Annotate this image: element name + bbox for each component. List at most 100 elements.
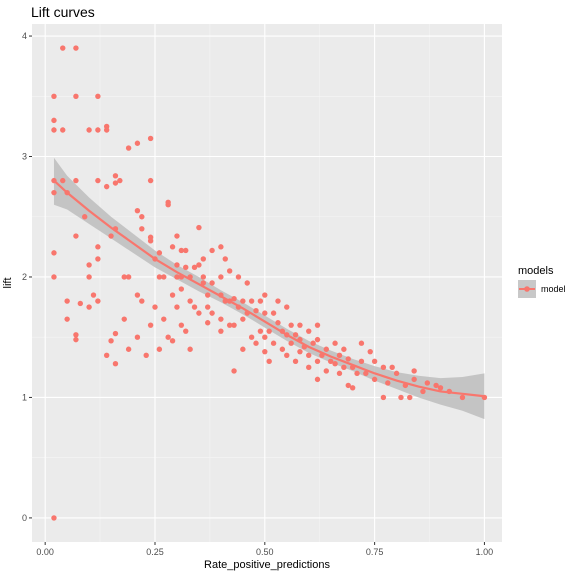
data-point [275, 320, 281, 326]
data-point [284, 304, 290, 310]
data-point [275, 298, 281, 304]
smooth-line [53, 179, 485, 398]
data-point [183, 328, 189, 334]
data-point [437, 385, 444, 391]
data-point [103, 352, 110, 358]
data-point [248, 334, 255, 340]
data-point [341, 346, 347, 352]
x-tick-label: 0.00 [36, 547, 54, 557]
data-point [358, 340, 365, 346]
data-point [262, 334, 268, 340]
data-point [253, 308, 259, 314]
data-point [358, 358, 365, 365]
y-tick-label: 3 [22, 152, 27, 162]
legend-title: models [518, 265, 554, 277]
y-tick-label: 4 [22, 31, 27, 41]
data-point [310, 340, 316, 346]
data-point [183, 247, 189, 254]
data-point [77, 300, 84, 307]
data-point [187, 346, 193, 352]
data-point [95, 127, 101, 133]
data-point [200, 256, 207, 262]
x-axis-label: Rate_positive_predictions [204, 559, 330, 571]
data-point [112, 180, 119, 186]
data-point [314, 376, 321, 383]
data-point [314, 336, 321, 343]
data-point [345, 382, 351, 389]
data-point [345, 356, 351, 362]
data-point [209, 247, 215, 254]
data-point [139, 214, 145, 220]
legend-key-point [524, 286, 530, 292]
data-point [169, 292, 176, 298]
data-point [248, 298, 255, 304]
data-point [205, 292, 211, 298]
data-point [253, 340, 259, 346]
data-point [64, 316, 70, 322]
x-tick-label: 0.50 [256, 547, 274, 557]
data-point [380, 394, 387, 401]
smooth-curve [53, 179, 485, 398]
data-point [292, 332, 299, 338]
data-point [51, 93, 57, 99]
data-point [73, 45, 79, 51]
data-point [327, 358, 334, 365]
data-point [108, 338, 114, 344]
data-point [306, 352, 312, 358]
data-point [178, 286, 185, 292]
data-point [323, 346, 329, 352]
data-point [60, 127, 66, 133]
data-point [323, 368, 329, 374]
data-point [240, 316, 246, 322]
data-point [270, 310, 277, 316]
data-point [95, 93, 101, 99]
data-point [209, 280, 215, 286]
data-point [218, 316, 224, 322]
data-point [314, 322, 321, 328]
data-point [266, 358, 272, 365]
data-point [95, 177, 101, 184]
data-point [95, 256, 101, 262]
data-point [139, 226, 145, 232]
data-point [314, 358, 321, 365]
data-point [51, 117, 57, 124]
data-point [86, 274, 92, 280]
data-point [125, 274, 132, 280]
data-point [200, 274, 207, 280]
confidence-band [53, 157, 485, 420]
data-point [218, 274, 224, 280]
data-point [336, 352, 343, 358]
y-tick-label: 0 [22, 513, 27, 523]
data-point [134, 292, 141, 298]
data-point [270, 340, 277, 346]
data-point [86, 127, 92, 133]
data-point [262, 310, 268, 316]
data-point [433, 382, 439, 389]
y-axis-label: lift [2, 278, 14, 289]
data-point [411, 368, 417, 374]
data-point [240, 346, 246, 352]
data-point [196, 310, 202, 316]
data-point [371, 358, 378, 365]
data-point [73, 336, 79, 343]
data-point [178, 247, 185, 254]
data-point [235, 274, 242, 280]
data-point [380, 364, 387, 371]
data-point [393, 370, 400, 377]
data-point [103, 183, 110, 190]
data-point [297, 348, 303, 355]
data-point [306, 364, 312, 371]
data-point [51, 274, 57, 280]
data-point [306, 328, 312, 334]
data-point [209, 310, 215, 316]
data-point [161, 316, 167, 322]
grid-lines [32, 24, 502, 542]
data-point [60, 177, 66, 184]
data-point [73, 332, 79, 338]
data-point [218, 244, 224, 250]
x-tick-label: 1.00 [476, 547, 494, 557]
data-point [218, 328, 224, 334]
data-point [73, 177, 79, 184]
data-point [169, 244, 176, 250]
data-point [161, 274, 167, 280]
